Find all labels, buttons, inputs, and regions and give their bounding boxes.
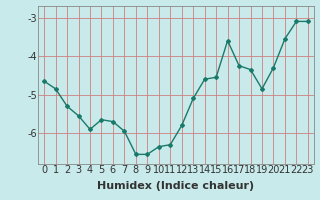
X-axis label: Humidex (Indice chaleur): Humidex (Indice chaleur) xyxy=(97,181,255,191)
